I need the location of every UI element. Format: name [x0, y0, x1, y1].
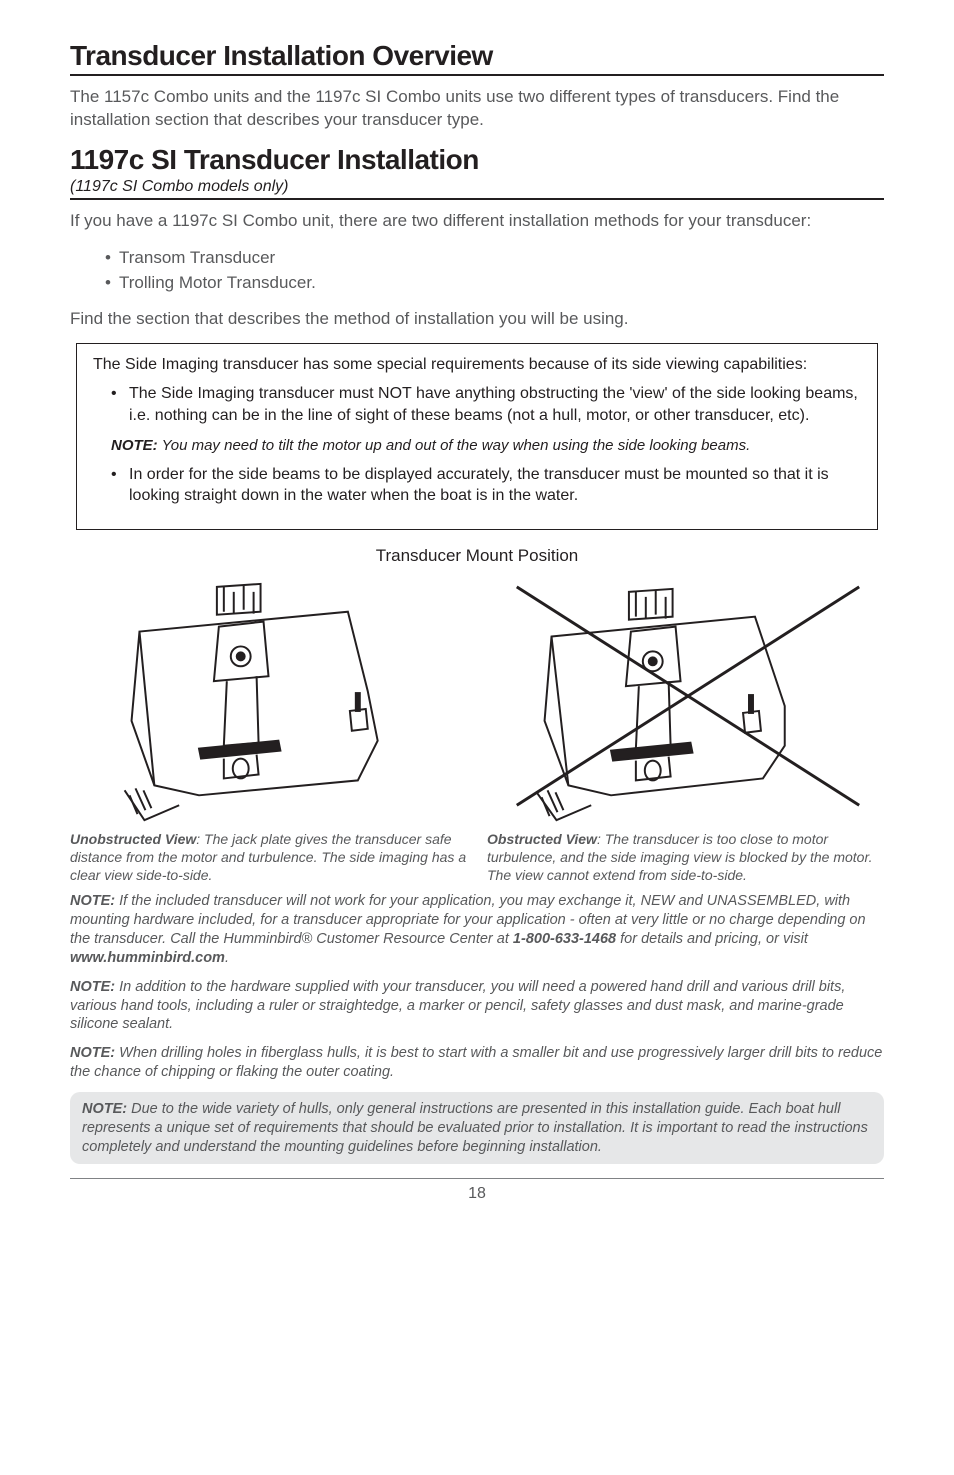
list-item: Trolling Motor Transducer. [105, 270, 884, 296]
bullet-list: Transom Transducer Trolling Motor Transd… [105, 245, 884, 296]
box-intro: The Side Imaging transducer has some spe… [93, 354, 861, 376]
box-note: NOTE: You may need to tilt the motor up … [111, 437, 861, 454]
section-heading: 1197c SI Transducer Installation [70, 144, 884, 176]
list-item: The Side Imaging transducer must NOT hav… [111, 383, 861, 426]
note-exchange: NOTE: If the included transducer will no… [70, 892, 884, 967]
page-number: 18 [70, 1185, 884, 1203]
section-subtitle: (1197c SI Combo models only) [70, 178, 884, 196]
figure-obstructed: Obstructed View: The transducer is too c… [487, 572, 884, 885]
box-list: The Side Imaging transducer must NOT hav… [111, 383, 861, 426]
note-tools: NOTE: In addition to the hardware suppli… [70, 978, 884, 1035]
list-item: In order for the side beams to be displa… [111, 464, 861, 507]
note-drilling: NOTE: When drilling holes in fiberglass … [70, 1044, 884, 1082]
figure-unobstructed: Unobstructed View: The jack plate gives … [70, 572, 467, 885]
outro-text: Find the section that describes the meth… [70, 308, 884, 331]
transducer-diagram-unobstructed [70, 572, 467, 830]
box-list: In order for the side beams to be displa… [111, 464, 861, 507]
figure-caption: Obstructed View: The transducer is too c… [487, 830, 884, 885]
intro-text: If you have a 1197c SI Combo unit, there… [70, 210, 884, 233]
footer-rule [70, 1178, 884, 1179]
figure-caption: Unobstructed View: The jack plate gives … [70, 830, 467, 885]
note-hull: NOTE: Due to the wide variety of hulls, … [82, 1100, 872, 1157]
callout-box: The Side Imaging transducer has some spe… [76, 343, 878, 530]
note-hull-box: NOTE: Due to the wide variety of hulls, … [70, 1092, 884, 1165]
list-item: Transom Transducer [105, 245, 884, 271]
section-heading: Transducer Installation Overview [70, 40, 884, 72]
heading-rule [70, 198, 884, 200]
section-body: The 1157c Combo units and the 1197c SI C… [70, 86, 884, 132]
transducer-diagram-obstructed [487, 572, 884, 830]
figure-title: Transducer Mount Position [70, 546, 884, 566]
figures-row: Unobstructed View: The jack plate gives … [70, 572, 884, 885]
heading-rule [70, 74, 884, 76]
